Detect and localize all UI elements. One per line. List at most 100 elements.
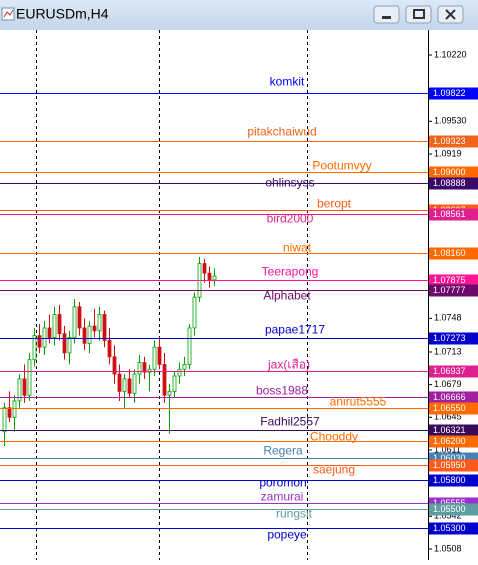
candle-body: [122, 378, 127, 392]
candle-body: [107, 340, 112, 358]
price-label: 1.09822: [433, 88, 466, 98]
candle-body: [152, 346, 157, 370]
candle-body: [2, 407, 7, 433]
candle-body: [187, 327, 192, 365]
level-name: Chooddy: [310, 430, 358, 444]
candle-body: [27, 359, 32, 396]
candle-body: [147, 368, 152, 373]
candle-body: [177, 368, 182, 377]
price-label: 1.05950: [433, 460, 466, 470]
candle-body: [97, 314, 102, 332]
candle-body: [37, 335, 42, 348]
chart-area: [0, 30, 478, 560]
candle-body: [22, 378, 27, 396]
candle-body: [32, 335, 37, 361]
candle-body: [57, 314, 62, 335]
level-name: beropt: [317, 197, 352, 211]
window-icon: [1, 7, 15, 21]
price-tick-label: 1.0679: [434, 379, 462, 389]
candle-body: [77, 306, 82, 329]
candle-body: [182, 364, 187, 370]
candle-body: [167, 390, 172, 396]
restore-button[interactable]: [405, 5, 432, 24]
price-label-box: [429, 503, 478, 516]
price-label: 1.05800: [433, 475, 466, 485]
price-label: 1.09323: [433, 136, 466, 146]
level-name: anirut5555: [330, 395, 387, 409]
candle-body: [192, 296, 197, 329]
price-label-box: [429, 435, 478, 448]
price-label: 1.06550: [433, 403, 466, 413]
candle-body: [102, 314, 107, 341]
candle-body: [207, 272, 212, 281]
candle-body: [12, 400, 17, 418]
level-name: niwat: [283, 241, 312, 255]
minimize-button[interactable]: [373, 5, 400, 24]
price-label: 1.05300: [433, 523, 466, 533]
level-name: poromon: [259, 476, 306, 490]
candle-body: [62, 333, 67, 354]
price-label-box: [429, 284, 478, 297]
price-label: 1.06200: [433, 436, 466, 446]
level-name: Teerapong: [262, 265, 319, 279]
candle-body: [112, 356, 117, 375]
candle-body: [162, 364, 167, 396]
price-tick-label: 1.0713: [434, 346, 462, 356]
price-label: 1.08888: [433, 178, 466, 188]
candle-body: [132, 373, 137, 394]
level-name: boss1988: [256, 384, 308, 398]
price-label-box: [429, 247, 478, 260]
price-label-box: [429, 332, 478, 345]
price-label-box: [429, 177, 478, 190]
candle-body: [157, 346, 162, 365]
candle-body: [7, 407, 12, 418]
price-tick-label: 1.0611: [434, 444, 461, 454]
level-name: zamurai: [261, 490, 304, 504]
candle-body: [87, 325, 92, 344]
level-name: komkit: [270, 75, 305, 89]
level-name: Pootumvyy: [312, 159, 371, 173]
level-name: jax(เสือ): [267, 358, 310, 372]
price-label: 1.06937: [433, 366, 466, 376]
candle-body: [172, 375, 177, 392]
price-label: 1.07273: [433, 333, 466, 343]
level-name: ohlinsyss: [265, 176, 314, 190]
price-label-box: [429, 459, 478, 472]
level-name: pitakchaiwud: [247, 125, 316, 139]
price-tick-label: 1.0748: [434, 313, 462, 323]
candle-body: [47, 327, 52, 338]
price-tick-label: 1.0508: [434, 543, 462, 553]
price-label-box: [429, 166, 478, 179]
price-label-box: [429, 135, 478, 148]
candle-body: [127, 378, 132, 394]
close-button[interactable]: [437, 5, 464, 24]
price-tick-label: 1.10220: [434, 49, 467, 59]
candle-body: [17, 378, 22, 402]
price-tick-label: 1.0645: [434, 412, 462, 422]
price-label-box: [429, 87, 478, 100]
price-label: 1.07875: [433, 275, 466, 285]
price-label-box: [429, 365, 478, 378]
candle-body: [142, 362, 147, 373]
level-name: rungsit: [276, 507, 313, 521]
candle-body: [117, 373, 122, 392]
price-label: 1.06666: [433, 392, 466, 402]
price-label: 1.08561: [433, 209, 466, 219]
candle-body: [92, 325, 97, 332]
price-label-box: [429, 522, 478, 535]
price-label: 1.07777: [433, 285, 466, 295]
level-name: bird2000: [267, 212, 314, 226]
level-name: papae1717: [265, 323, 325, 337]
price-label: 1.06321: [433, 425, 466, 435]
price-label: 1.09000: [433, 167, 466, 177]
price-label: 1.05555: [433, 498, 466, 508]
price-label-box: [429, 208, 478, 221]
level-name: Fadhil2557: [260, 415, 320, 429]
level-name: Alphabet: [263, 289, 311, 303]
window-title: EURUSDm,H4: [16, 6, 109, 22]
candle-body: [72, 306, 77, 338]
chart-layer: 1.10220 1.09530 1.0919 1.0748 1.0713 1.0679 1.…: [0, 49, 478, 553]
level-name: popeye: [267, 528, 307, 542]
